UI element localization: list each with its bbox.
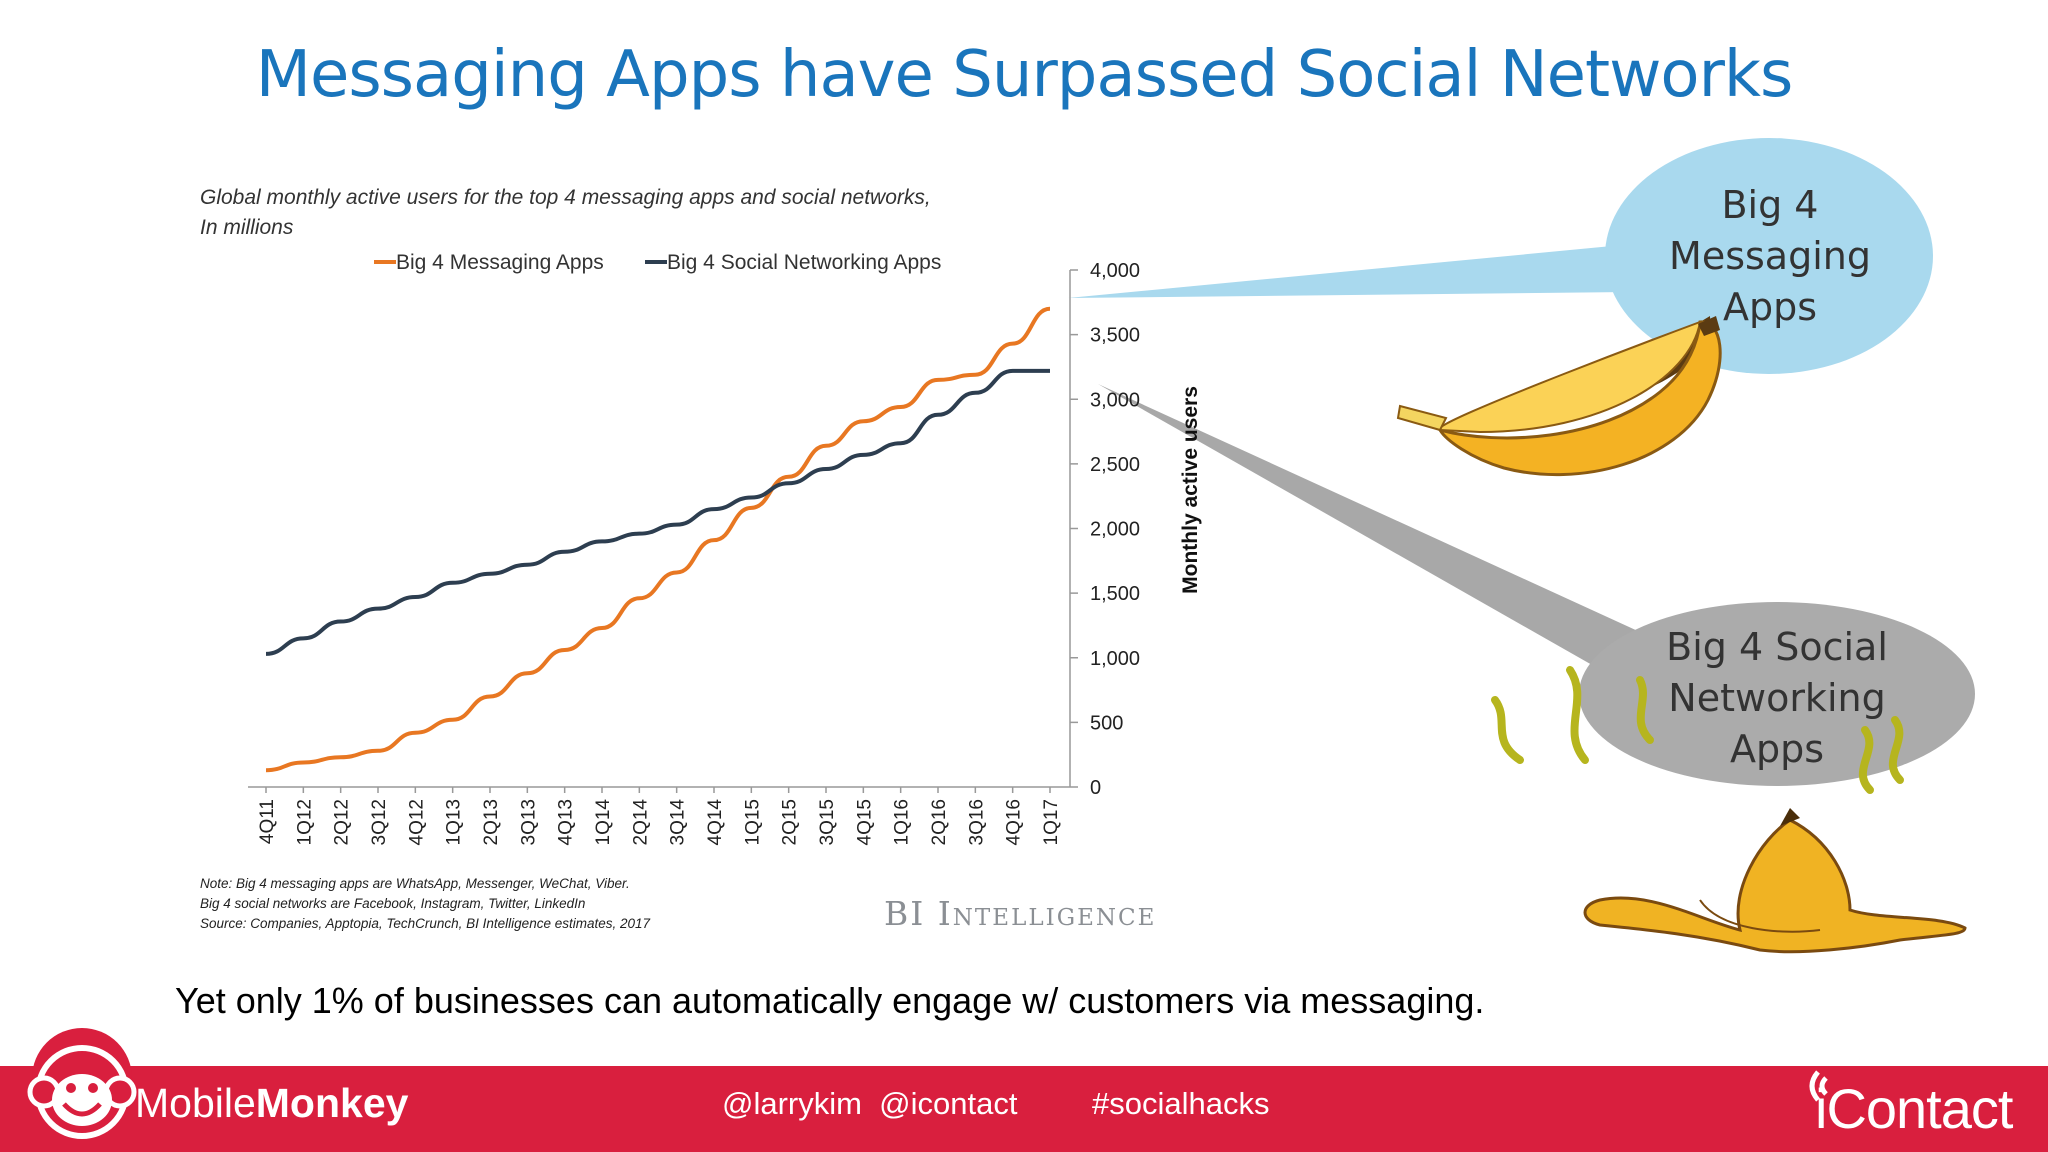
slide-title: Messaging Apps have Surpassed Social Net… [255, 38, 1794, 112]
x-tick-label: 1Q13 [444, 799, 465, 845]
x-tick-label: 2Q12 [332, 799, 353, 845]
x-tick-label: 3Q14 [668, 799, 689, 846]
y-tick-label: 3,500 [1090, 325, 1140, 347]
social-callout-bubble [1579, 602, 1975, 786]
banana-peel-icon [1491, 666, 1967, 954]
hashtag: #socialhacks [1092, 1086, 1270, 1121]
social-callout-pointer [1098, 384, 1640, 682]
social-callout-label: Big 4 Social Networking Apps [1666, 625, 1888, 771]
y-tick-label: 4,000 [1090, 260, 1140, 282]
bi-intelligence-logo: BI Intelligence [884, 894, 1157, 933]
chart-units: In millions [200, 216, 294, 239]
x-tick-label: 4Q14 [705, 799, 726, 846]
banana-icon [1396, 316, 1722, 477]
y-tick-label: 500 [1090, 712, 1123, 734]
y-tick-label: 1,500 [1090, 583, 1140, 605]
messaging-callout-label: Big 4 Messaging Apps [1669, 183, 1871, 329]
x-tick-label: 2Q15 [780, 799, 801, 845]
chart-legend: Big 4 Messaging Apps Big 4 Social Network… [374, 251, 941, 274]
x-tick-label: 2Q13 [481, 799, 502, 845]
x-tick-label: 4Q11 [257, 799, 278, 844]
chart-subtitle: Global monthly active users for the top … [200, 183, 1060, 243]
y-tick-label: 1,000 [1090, 648, 1140, 670]
x-axis: 4Q11 1Q12 2Q12 3Q12 4Q12 1Q13 2Q13 3Q13 4Q13 1Q14… [248, 786, 1070, 846]
chart-notes: Note: Big 4 messaging apps are WhatsApp,… [200, 874, 900, 934]
x-tick-label: 4Q15 [854, 799, 875, 845]
note-line: Source: Companies, Apptopia, TechCrunch,… [200, 916, 651, 931]
footer-bar [0, 1066, 2048, 1152]
x-tick-label: 3Q16 [966, 799, 987, 845]
icontact-brand: iContact [1815, 1077, 2013, 1140]
chart-title: Global monthly active users for the top … [200, 186, 931, 209]
legend-label: Big 4 Social Networking Apps [667, 251, 941, 274]
messaging-callout-pointer [1068, 246, 1630, 298]
x-tick-label: 1Q17 [1041, 799, 1062, 845]
x-tick-label: 1Q16 [892, 799, 913, 845]
chart-lines [265, 306, 1051, 773]
y-tick-label: 2,500 [1090, 454, 1140, 476]
x-tick-label: 2Q14 [630, 799, 651, 846]
legend-label: Big 4 Messaging Apps [396, 251, 604, 274]
social-series-line [265, 368, 1050, 656]
y-axis-label: Monthly active users [1179, 386, 1202, 594]
tagline: Yet only 1% of businesses can automatica… [175, 980, 1485, 1021]
x-tick-label: 3Q12 [369, 799, 390, 845]
x-tick-label: 4Q12 [406, 799, 427, 845]
x-tick-label: 3Q15 [817, 799, 838, 845]
messaging-callout-bubble [1605, 138, 1933, 374]
y-tick-label: 3,000 [1090, 389, 1140, 411]
x-tick-label: 2Q16 [929, 799, 950, 845]
note-line: Big 4 social networks are Facebook, Inst… [200, 896, 586, 911]
note-line: Note: Big 4 messaging apps are WhatsApp,… [200, 876, 630, 891]
x-tick-label: 4Q16 [1004, 799, 1025, 845]
x-tick-label: 3Q13 [518, 799, 539, 845]
messaging-series-line [265, 306, 1051, 773]
x-tick-label: 1Q14 [593, 799, 614, 846]
chart-card [185, 160, 1220, 940]
mobilemonkey-brand: MobileMonkey [135, 1080, 409, 1126]
x-tick-label: 4Q13 [556, 799, 577, 845]
twitter-handles: @larrykim @icontact [722, 1086, 1018, 1121]
y-tick-label: 2,000 [1090, 519, 1140, 541]
y-axis: 0 500 1,000 1,500 2,000 2,500 3,000 3,500 4,000 [1069, 260, 1140, 799]
x-tick-label: 1Q12 [294, 799, 315, 845]
x-tick-label: 1Q15 [742, 799, 763, 845]
y-tick-label: 0 [1090, 777, 1101, 799]
